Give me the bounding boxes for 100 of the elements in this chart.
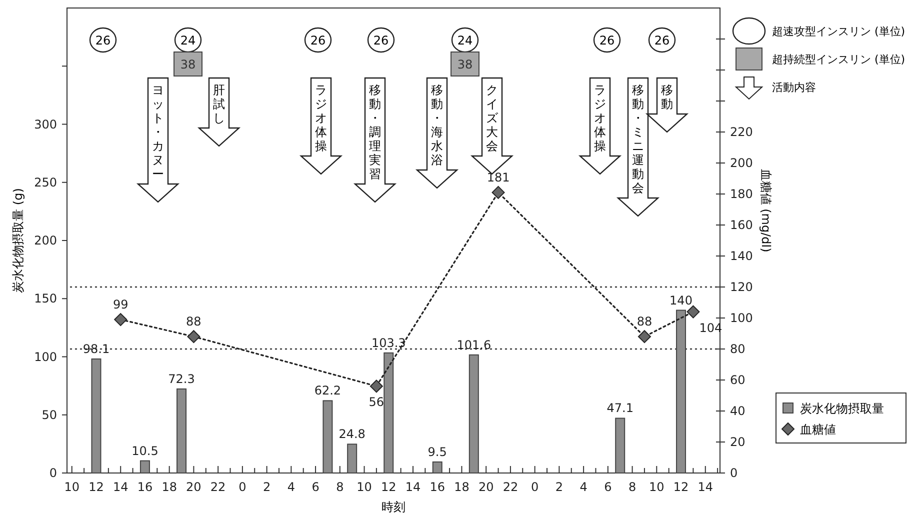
y2-tick-label: 40	[730, 404, 746, 418]
insulin-rapid: 26	[89, 27, 117, 53]
insulin-rapid: 24	[174, 27, 202, 53]
x-tick-label: 0	[238, 480, 246, 494]
activity-arrow: 移動・調理実習	[353, 77, 397, 203]
y-tick-label: 300	[34, 117, 57, 132]
x-tick-label: 8	[336, 480, 344, 494]
x-tick-label: 10	[649, 480, 664, 494]
data-label: 140	[670, 293, 692, 308]
insulin-long: 38	[174, 52, 202, 76]
data-label: 98.1	[82, 342, 110, 356]
x-tick-label: 20	[478, 480, 494, 494]
activity-arrow: ラジオ体操	[578, 77, 622, 175]
y2-tick-label: 140	[730, 249, 753, 263]
annotation: 24	[180, 34, 196, 48]
activity-arrow: ラジオ体操	[299, 77, 343, 175]
y-tick-label: 0	[49, 466, 57, 480]
y-tick-label: 200	[34, 234, 57, 248]
x-tick-label: 18	[454, 480, 470, 494]
x-tick-label: 12	[88, 480, 104, 494]
data-label: 88	[186, 314, 202, 329]
x-tick-label: 20	[186, 480, 202, 494]
x-tick-label: 4	[580, 480, 588, 494]
insulin-long: 38	[450, 52, 480, 76]
data-label: 56	[368, 395, 384, 410]
annotation: 38	[180, 58, 196, 72]
y2-axis-title: 血糖値 (mg/dl)	[759, 168, 773, 252]
x-tick-label: 10	[64, 480, 80, 494]
activity-arrow: ヨット・カヌー	[136, 77, 180, 203]
annotation: ラジオ体操	[594, 83, 606, 153]
y2-tick-label: 20	[730, 435, 746, 449]
x-tick-label: 6	[604, 480, 612, 494]
y2-tick-label: 0	[730, 466, 738, 480]
y2-tick-label: 60	[730, 373, 746, 387]
x-tick-label: 14	[405, 480, 421, 494]
annotation: クイズ大会	[486, 83, 499, 153]
annotation: 移動・海水浴	[431, 83, 443, 167]
data-label: 10.5	[132, 444, 158, 458]
x-tick-label: 0	[531, 480, 539, 494]
annotation: 26	[599, 34, 615, 48]
x-tick-label: 22	[502, 480, 518, 494]
y2-tick-label: 220	[730, 125, 753, 139]
y-tick-label: 100	[34, 350, 57, 364]
annotation: ヨット・カヌー	[152, 83, 164, 181]
data-label: 47.1	[606, 401, 634, 416]
x-tick-label: 2	[262, 480, 271, 494]
data-label: 103.3	[371, 336, 406, 350]
x-tick-label: 16	[137, 480, 153, 494]
y-axis-title: 炭水化物摂取量 (g)	[11, 188, 25, 293]
x-tick-label: 14	[698, 480, 714, 494]
y2-tick-label: 100	[730, 311, 753, 325]
data-label: 88	[636, 314, 652, 329]
annotation: 24	[457, 34, 473, 48]
annotation: 26	[373, 34, 389, 48]
data-label: 24.8	[338, 427, 366, 442]
annotation: 26	[310, 34, 326, 48]
y2-tick-label: 160	[730, 218, 753, 232]
insulin-rapid: 26	[367, 27, 395, 53]
data-label: 99	[112, 298, 128, 312]
annotation: 移動・ミニ運動会	[632, 83, 644, 195]
insulin-rapid: 26	[304, 27, 332, 53]
x-tick-label: 2	[555, 480, 564, 494]
x-tick-label: 12	[673, 480, 689, 494]
y-tick-label: 50	[42, 408, 57, 422]
x-tick-label: 4	[287, 480, 295, 494]
activity-arrow: 移動・海水浴	[415, 77, 459, 189]
legend-label: 血糖値	[800, 422, 836, 436]
annotation: 26	[654, 34, 670, 48]
annotation: ラジオ体操	[315, 83, 327, 153]
data-label: 72.3	[168, 372, 195, 386]
y2-tick-label: 120	[730, 280, 753, 294]
insulin-rapid: 26	[648, 27, 676, 53]
y2-tick-label: 180	[730, 187, 753, 201]
annotation: 26	[95, 34, 111, 48]
x-tick-label: 6	[312, 480, 320, 494]
activity-arrow: 移動・ミニ運動会	[616, 77, 660, 217]
x-tick-label: 12	[380, 480, 396, 494]
data-label: 9.5	[428, 444, 447, 459]
x-tick-label: 22	[210, 480, 226, 494]
annotation: 肝試し	[213, 83, 225, 125]
y2-tick-label: 200	[730, 156, 753, 170]
activity-arrow: 移動	[645, 77, 689, 133]
annotation: 移動	[661, 83, 673, 111]
data-label: 101.6	[456, 338, 492, 352]
activity-arrow: 肝試し	[197, 77, 241, 147]
insulin-rapid: 24	[451, 27, 479, 53]
x-axis-title: 時刻	[382, 500, 406, 514]
insulin-rapid: 26	[593, 27, 621, 53]
x-tick-label: 8	[628, 480, 636, 494]
legend-label: 炭水化物摂取量	[800, 402, 884, 416]
x-tick-label: 10	[356, 480, 372, 494]
annotation: 移動・調理実習	[369, 83, 381, 181]
y-tick-label: 150	[34, 292, 57, 306]
y2-tick-label: 80	[730, 342, 746, 356]
x-tick-label: 18	[162, 480, 177, 494]
x-tick-label: 14	[112, 480, 128, 494]
y-tick-label: 250	[34, 175, 57, 190]
x-tick-label: 16	[430, 480, 445, 494]
data-label: 62.2	[314, 384, 342, 398]
annotation: 38	[457, 58, 473, 72]
